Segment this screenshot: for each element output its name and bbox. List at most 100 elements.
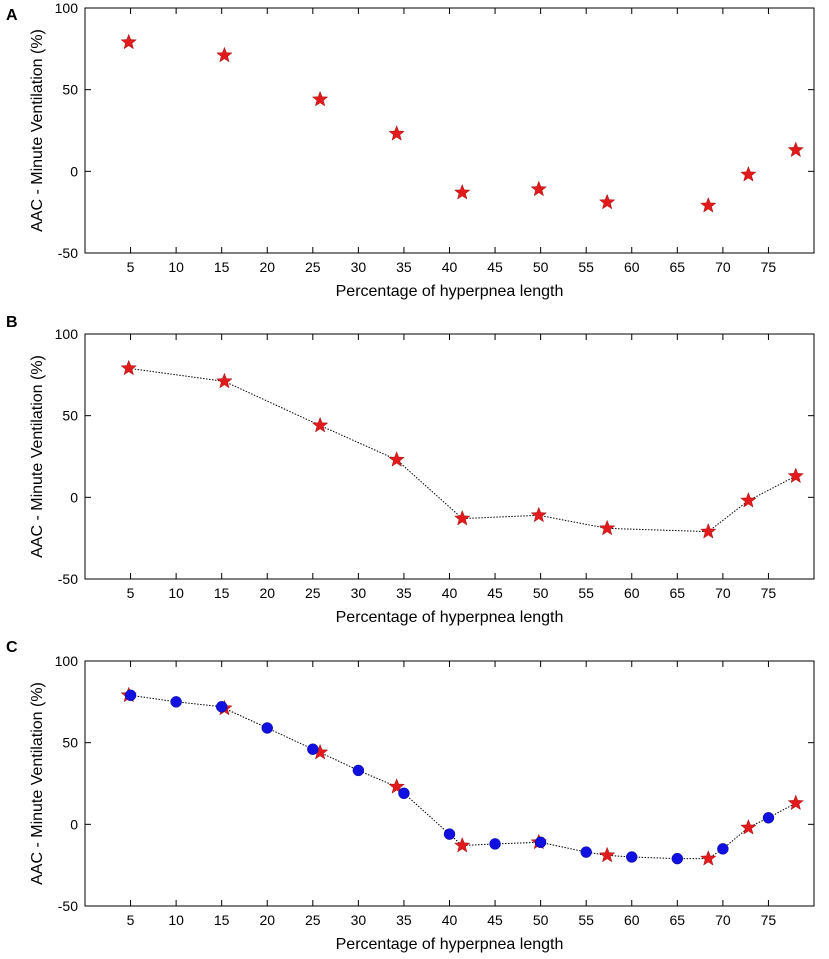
x-tick-label: 70 (715, 259, 731, 275)
x-tick-label: 60 (624, 912, 640, 928)
y-tick-label: 0 (70, 816, 78, 832)
data-point-star (599, 846, 616, 863)
data-point-circle (261, 722, 273, 734)
x-tick-label: 15 (214, 912, 230, 928)
data-point-circle (534, 836, 547, 848)
x-tick-label: 55 (578, 912, 594, 928)
x-tick-label: 20 (259, 585, 275, 601)
y-tick-label: 100 (55, 653, 79, 669)
x-tick-label: 10 (168, 585, 184, 601)
x-axis-label: Percentage of hyperpnea length (336, 283, 564, 300)
y-tick-label: 100 (55, 0, 79, 16)
x-tick-label: 15 (214, 585, 230, 601)
data-point-star (787, 794, 804, 811)
x-tick-label: 50 (533, 259, 549, 275)
data-point-star (740, 166, 757, 182)
x-axis-label: Percentage of hyperpnea length (336, 609, 564, 626)
x-tick-label: 75 (761, 912, 777, 928)
x-tick-label: 35 (396, 259, 412, 275)
x-tick-label: 40 (442, 912, 458, 928)
x-tick-label: 30 (351, 585, 367, 601)
data-point-star (599, 193, 616, 210)
data-point-star (388, 125, 405, 141)
data-point-circle (352, 764, 365, 777)
data-point-circle (580, 846, 592, 858)
plot-frame (84, 7, 815, 254)
x-tick-label: 45 (487, 259, 503, 275)
y-tick-label: 50 (62, 735, 78, 751)
x-axis-label: Percentage of hyperpnea length (336, 936, 564, 953)
x-tick-label: 55 (578, 259, 594, 275)
x-tick-label: 35 (396, 585, 412, 601)
x-tick-label: 5 (127, 912, 135, 928)
y-axis-label: AAC - Minute Ventilation (%) (29, 29, 46, 232)
x-tick-label: 35 (396, 912, 412, 928)
x-tick-label: 60 (624, 585, 640, 601)
series-line (128, 367, 796, 533)
x-tick-label: 45 (487, 912, 503, 928)
data-point-star (216, 372, 233, 389)
x-tick-label: 40 (442, 585, 458, 601)
x-tick-label: 45 (487, 585, 503, 601)
chart-panel-b: B 5 10 15 20 25 30 35 40 45 50 55 60 65 70 75 -50 0 50 100 P… (6, 314, 815, 626)
panel-letter: A (6, 7, 18, 24)
data-point-star (120, 359, 137, 376)
data-point-star (454, 837, 471, 853)
data-point-circle (762, 812, 775, 824)
series-line (128, 694, 797, 860)
y-tick-label: -50 (58, 898, 78, 914)
data-point-star (740, 492, 757, 508)
y-axis-label: AAC - Minute Ventilation (%) (29, 355, 46, 558)
data-point-star (599, 519, 616, 536)
x-tick-label: 50 (533, 912, 549, 928)
data-point-star (216, 46, 233, 63)
x-tick-label: 20 (259, 912, 275, 928)
x-tick-label: 20 (259, 259, 275, 275)
data-point-star (388, 451, 405, 467)
data-point-star (740, 819, 757, 835)
y-tick-label: 100 (55, 326, 79, 342)
x-tick-label: 5 (127, 585, 135, 601)
plot-frame (84, 333, 815, 580)
x-tick-label: 30 (351, 259, 367, 275)
data-point-star (311, 416, 329, 433)
x-tick-label: 25 (305, 585, 321, 601)
x-tick-label: 75 (761, 259, 777, 275)
data-point-star (311, 90, 329, 107)
data-point-circle (717, 843, 729, 855)
data-point-star (530, 506, 547, 523)
data-point-circle (398, 787, 410, 799)
data-point-circle (443, 828, 456, 840)
data-point-star (700, 523, 717, 539)
data-point-star (120, 33, 137, 50)
data-point-star (454, 184, 471, 200)
panel-letter: C (6, 639, 18, 656)
data-point-circle (215, 701, 228, 713)
chart-panel-a: A 5 10 15 20 25 30 35 40 45 50 55 60 65 70 75 -50 0 50 100 P… (6, 0, 815, 300)
y-tick-label: 0 (70, 163, 78, 179)
x-tick-label: 40 (442, 259, 458, 275)
data-point-circle (671, 852, 684, 865)
data-point-circle (124, 689, 137, 701)
data-point-star (787, 467, 804, 484)
x-tick-label: 10 (168, 259, 184, 275)
plot-frame (84, 660, 815, 907)
y-tick-label: -50 (58, 245, 78, 261)
x-tick-label: 65 (670, 585, 686, 601)
y-tick-label: 0 (70, 489, 78, 505)
data-point-circle (307, 743, 319, 755)
panel-letter: B (6, 314, 18, 331)
data-point-star (700, 850, 717, 866)
x-tick-label: 60 (624, 259, 640, 275)
data-point-circle (489, 838, 501, 850)
x-tick-label: 65 (670, 259, 686, 275)
chart-panel-c: C 5 10 15 20 25 30 35 40 45 50 55 60 65 70 75 -50 0 50 100 P… (6, 639, 815, 953)
data-point-circle (170, 696, 182, 708)
y-tick-label: -50 (58, 571, 78, 587)
x-tick-label: 25 (305, 912, 321, 928)
x-tick-label: 30 (351, 912, 367, 928)
data-point-star (454, 510, 471, 526)
data-point-star (530, 180, 547, 197)
data-point-star (787, 141, 804, 158)
